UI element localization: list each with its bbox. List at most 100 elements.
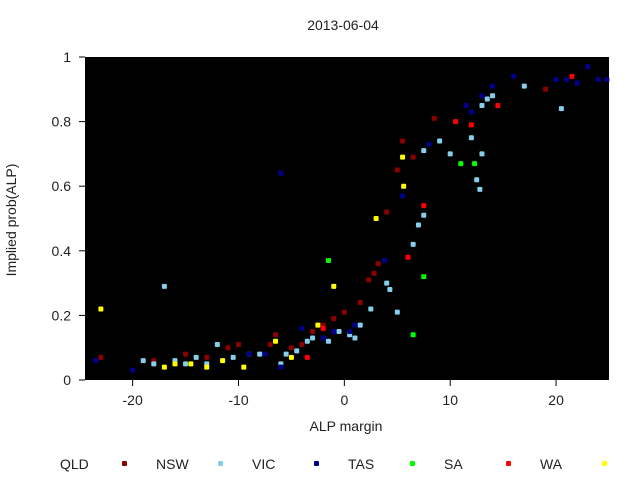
data-point-vic	[93, 358, 99, 364]
data-point-vic	[320, 335, 326, 341]
data-point-qld	[431, 115, 437, 121]
legend-label-wa: WA	[540, 456, 563, 472]
data-point-nsw	[410, 241, 416, 247]
data-point-nsw	[479, 102, 485, 108]
y-axis: 0 0.2 0.4 0.6 0.8 1	[52, 49, 85, 388]
legend-marker-vic	[314, 461, 319, 466]
data-point-qld	[384, 209, 390, 215]
data-point-nsw	[183, 361, 189, 367]
data-point-tas	[421, 274, 427, 280]
data-point-tas	[410, 332, 416, 338]
data-point-nsw	[368, 306, 374, 312]
data-point-nsw	[447, 151, 453, 157]
data-point-vic	[262, 351, 268, 357]
y-tick-label: 0.8	[52, 114, 72, 130]
data-point-nsw	[415, 222, 421, 228]
data-point-wa	[241, 364, 247, 370]
data-point-qld	[410, 154, 416, 160]
x-tick-label: 0	[340, 392, 348, 408]
data-point-sa	[453, 119, 459, 125]
chart-title: 2013-06-04	[307, 17, 379, 33]
data-point-qld	[375, 261, 381, 267]
y-tick-label: 0.4	[52, 243, 72, 259]
data-point-vic	[463, 102, 469, 108]
data-point-vic	[331, 329, 337, 335]
data-point-nsw	[421, 148, 427, 154]
data-point-wa	[373, 216, 379, 221]
legend-marker-qld	[122, 461, 127, 466]
data-point-qld	[341, 309, 347, 315]
data-point-nsw	[479, 151, 485, 157]
data-point-qld	[235, 341, 241, 347]
legend-label-nsw: NSW	[156, 456, 189, 472]
data-point-nsw	[468, 135, 474, 141]
data-point-nsw	[521, 83, 527, 89]
data-point-qld	[267, 341, 273, 347]
data-point-wa	[220, 358, 226, 364]
data-point-vic	[511, 73, 517, 79]
legend-label-tas: TAS	[348, 456, 374, 472]
data-point-vic	[299, 325, 305, 331]
x-tick-label: 10	[442, 392, 458, 408]
data-point-tas	[458, 161, 464, 167]
data-point-wa	[288, 354, 294, 360]
data-point-nsw	[387, 287, 393, 293]
data-point-vic	[400, 193, 406, 199]
data-point-wa	[401, 183, 407, 189]
data-point-qld	[299, 341, 305, 347]
data-point-nsw	[294, 348, 300, 354]
legend-marker-wa	[602, 461, 607, 466]
data-point-vic	[564, 77, 570, 83]
data-point-sa	[495, 102, 501, 108]
x-axis: -20 -10 0 10 20	[123, 380, 564, 408]
data-point-nsw	[336, 329, 342, 335]
data-point-nsw	[257, 351, 263, 357]
data-point-vic	[574, 80, 580, 86]
data-point-wa	[204, 364, 210, 370]
data-point-qld	[288, 345, 294, 351]
x-tick-label: -20	[123, 392, 143, 408]
data-point-nsw	[230, 354, 236, 360]
data-point-qld	[331, 316, 337, 322]
data-point-qld	[310, 329, 316, 335]
y-tick-label: 0	[63, 372, 71, 388]
data-point-nsw	[352, 335, 358, 341]
y-tick-label: 0.2	[52, 307, 72, 323]
data-point-qld	[357, 299, 363, 305]
data-point-vic	[479, 93, 485, 99]
data-point-nsw	[477, 186, 483, 192]
data-point-sa	[468, 122, 474, 128]
data-point-wa	[172, 361, 178, 367]
data-point-nsw	[325, 338, 331, 344]
data-point-nsw	[394, 309, 400, 315]
data-point-vic	[246, 351, 252, 357]
data-point-nsw	[421, 212, 427, 218]
x-axis-label: ALP margin	[310, 418, 383, 434]
data-point-tas	[472, 161, 478, 167]
data-point-sa	[569, 73, 575, 79]
data-point-nsw	[140, 358, 146, 364]
data-point-qld	[183, 351, 189, 357]
legend-label-sa: SA	[444, 456, 463, 472]
data-point-qld	[366, 277, 372, 283]
data-point-nsw	[304, 338, 310, 344]
data-point-nsw	[558, 106, 564, 112]
data-point-nsw	[151, 361, 157, 367]
data-point-nsw	[384, 280, 390, 286]
plot-area	[85, 57, 609, 380]
y-tick-label: 1	[63, 49, 71, 65]
data-point-vic	[604, 77, 610, 83]
data-point-vic	[347, 329, 353, 335]
data-points	[93, 64, 610, 373]
data-point-qld	[98, 354, 104, 360]
data-point-wa	[161, 364, 167, 370]
data-point-qld	[204, 354, 210, 360]
data-point-vic	[490, 83, 496, 89]
data-point-qld	[542, 86, 548, 92]
data-point-vic	[352, 322, 358, 328]
legend-label-qld: QLD	[60, 456, 89, 472]
data-point-nsw	[490, 93, 496, 99]
data-point-wa	[315, 322, 321, 328]
data-point-vic	[468, 109, 474, 115]
legend-marker-sa	[506, 461, 511, 466]
